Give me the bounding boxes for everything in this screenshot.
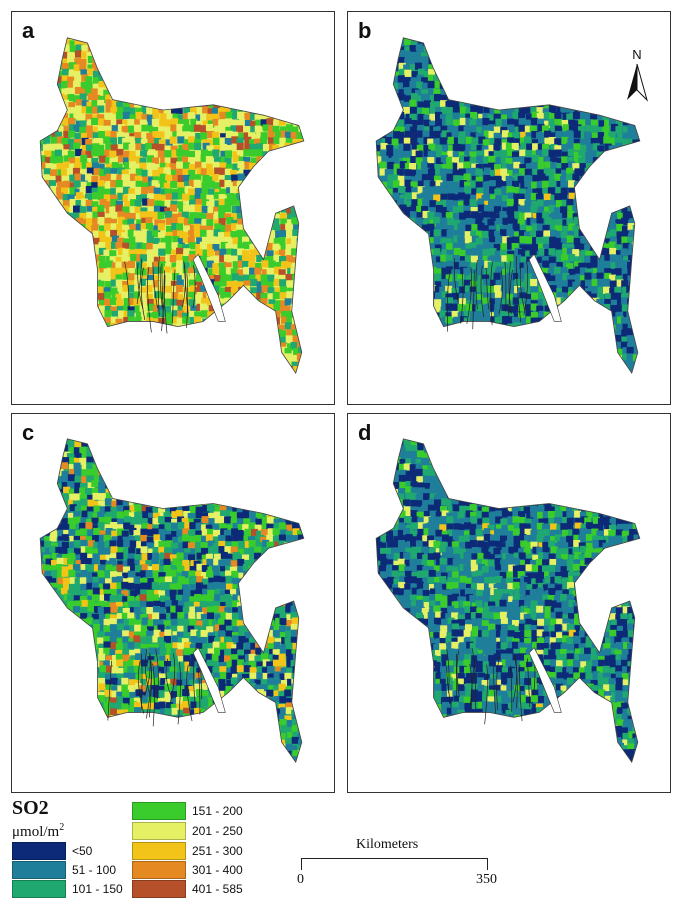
river-network: [124, 253, 226, 334]
legend-item: 401 - 585: [132, 880, 243, 898]
legend-item: 151 - 200: [132, 802, 243, 820]
country-map: [39, 37, 305, 374]
country-map: [39, 438, 305, 764]
river-network: [446, 647, 562, 725]
legend-swatch: [132, 880, 186, 898]
legend-item: 201 - 250: [132, 822, 243, 840]
panel-label-a: a: [22, 18, 35, 43]
country-border: [39, 438, 305, 764]
legend-item: <50: [12, 842, 92, 860]
scale-bar-end: 350: [476, 872, 497, 887]
legend-swatch: [132, 861, 186, 879]
map-b-svg: [375, 37, 641, 374]
scale-bar-line: [301, 858, 488, 870]
legend-label: 51 - 100: [72, 863, 117, 877]
legend-swatch: [12, 861, 66, 879]
legend-label: 251 - 300: [192, 844, 243, 858]
legend-unit-exponent: 2: [59, 822, 65, 833]
panel-label-d: d: [358, 420, 372, 445]
country-border: [375, 438, 641, 764]
map-c-svg: [39, 438, 305, 764]
legend-label: 151 - 200: [192, 804, 243, 818]
panel-label-b: b: [358, 18, 372, 43]
panel-label-c: c: [22, 420, 35, 445]
legend-item: 51 - 100: [12, 861, 116, 879]
legend-unit-text: μmol/m: [12, 824, 60, 840]
legend-label: <50: [72, 844, 93, 858]
legend-swatch: [132, 842, 186, 860]
country-map: [375, 438, 641, 764]
legend-title: SO2: [12, 797, 49, 819]
legend-label: 201 - 250: [192, 824, 243, 838]
country-map: [375, 37, 641, 374]
country-border: [375, 37, 641, 374]
map-a-svg: [39, 37, 305, 374]
legend-unit: μmol/m2: [12, 822, 64, 841]
legend-label: 401 - 585: [192, 882, 243, 896]
legend-swatch: [132, 822, 186, 840]
scale-bar-start: 0: [297, 872, 304, 887]
legend-item: 251 - 300: [132, 842, 243, 860]
map-panel-b: b N: [347, 11, 671, 405]
river-network: [446, 253, 562, 332]
scale-bar-title: Kilometers: [356, 837, 419, 852]
legend-swatch: [12, 842, 66, 860]
legend-swatch: [132, 802, 186, 820]
map-panel-d: d: [347, 413, 671, 793]
legend-item: 101 - 150: [12, 880, 123, 898]
scale-bar: Kilometers 0 350: [297, 837, 497, 898]
country-border: [39, 37, 305, 374]
legend-swatch: [12, 880, 66, 898]
north-arrow-label: N: [632, 47, 642, 62]
map-panel-c: c: [11, 413, 335, 793]
river-network: [107, 647, 226, 727]
map-d-svg: [375, 438, 641, 764]
legend-label: 301 - 400: [192, 863, 243, 877]
legend-label: 101 - 150: [72, 882, 123, 896]
map-panel-a: a: [11, 11, 335, 405]
north-arrow: N: [624, 48, 650, 104]
north-arrow-icon: [627, 63, 648, 102]
legend-item: 301 - 400: [132, 861, 243, 879]
